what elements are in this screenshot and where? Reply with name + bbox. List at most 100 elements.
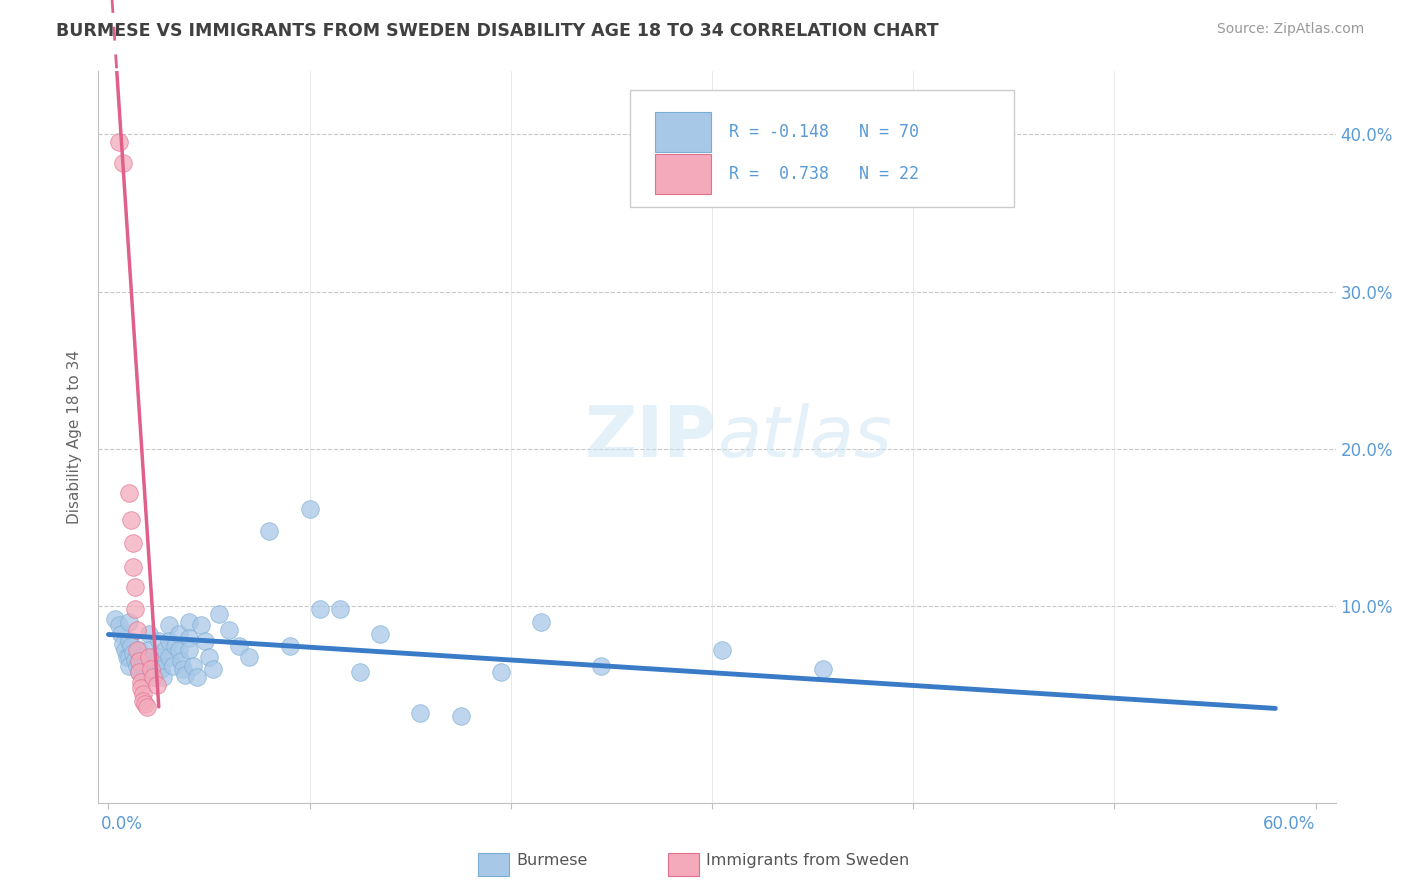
Point [172,662,194,676]
Point [121,559,143,574]
Point [107,135,129,149]
Text: atlas: atlas [717,402,891,472]
Point [121,536,143,550]
Point [811,662,834,676]
Point [157,618,180,632]
Point [120,513,142,527]
Point [259,524,281,538]
Point [124,580,146,594]
Point [129,674,152,689]
Point [114,643,136,657]
Point [157,633,180,648]
Point [129,681,152,695]
Point [153,643,176,657]
Text: 0.0%: 0.0% [100,815,142,833]
Point [149,662,172,676]
Point [125,643,148,657]
Point [120,639,142,653]
Point [177,631,200,645]
Point [111,155,134,169]
Point [174,668,197,682]
Point [148,649,170,664]
Point [163,639,186,653]
Point [134,665,156,680]
Point [138,659,160,673]
Point [368,627,391,641]
Point [103,612,125,626]
Point [170,654,193,668]
Point [117,486,139,500]
Point [115,649,138,664]
Point [129,649,152,664]
Point [194,633,217,648]
Point [190,618,212,632]
Point [167,627,190,641]
Text: Immigrants from Sweden: Immigrants from Sweden [706,854,910,868]
Point [152,670,174,684]
Point [202,662,225,676]
Point [591,659,613,673]
Point [298,501,321,516]
Point [198,649,221,664]
Point [228,639,250,653]
Point [177,643,200,657]
Text: Source: ZipAtlas.com: Source: ZipAtlas.com [1216,22,1364,37]
Text: 60.0%: 60.0% [1263,815,1316,833]
Point [181,659,204,673]
Point [121,646,143,660]
Point [135,654,157,668]
Point [142,670,165,684]
Point [138,649,160,664]
Point [139,662,162,676]
Point [162,659,184,673]
Point [128,665,150,680]
Point [125,659,148,673]
Point [131,659,153,673]
Text: BURMESE VS IMMIGRANTS FROM SWEDEN DISABILITY AGE 18 TO 34 CORRELATION CHART: BURMESE VS IMMIGRANTS FROM SWEDEN DISABI… [56,22,939,40]
Y-axis label: Disability Age 18 to 34: Disability Age 18 to 34 [67,350,83,524]
Point [131,693,153,707]
Point [409,706,432,720]
Point [349,665,371,680]
Point [111,637,134,651]
Point [145,678,167,692]
Point [139,665,162,680]
Text: ZIP: ZIP [585,402,717,472]
Point [308,602,330,616]
Point [489,665,512,680]
Point [128,654,150,668]
Point [138,643,160,657]
Point [128,643,150,657]
Point [117,649,139,664]
Point [148,633,170,648]
Text: R = -0.148   N = 70: R = -0.148 N = 70 [730,123,920,141]
Point [329,602,352,616]
Point [238,649,260,664]
Point [186,670,208,684]
Point [124,602,146,616]
Point [142,649,165,664]
Point [107,618,129,632]
Point [117,633,139,648]
Point [125,623,148,637]
Point [128,665,150,680]
Point [117,615,139,629]
Point [124,653,146,667]
Point [131,687,153,701]
Point [218,623,240,637]
Point [167,643,190,657]
Point [450,709,472,723]
Point [134,697,156,711]
Point [138,627,160,641]
Point [711,643,734,657]
Point [278,639,301,653]
Point [128,654,150,668]
Text: Burmese: Burmese [516,854,588,868]
FancyBboxPatch shape [630,90,1014,207]
FancyBboxPatch shape [655,153,711,194]
Point [530,615,553,629]
Point [157,649,180,664]
Text: R =  0.738   N = 22: R = 0.738 N = 22 [730,165,920,183]
Point [135,699,157,714]
Point [208,607,231,621]
